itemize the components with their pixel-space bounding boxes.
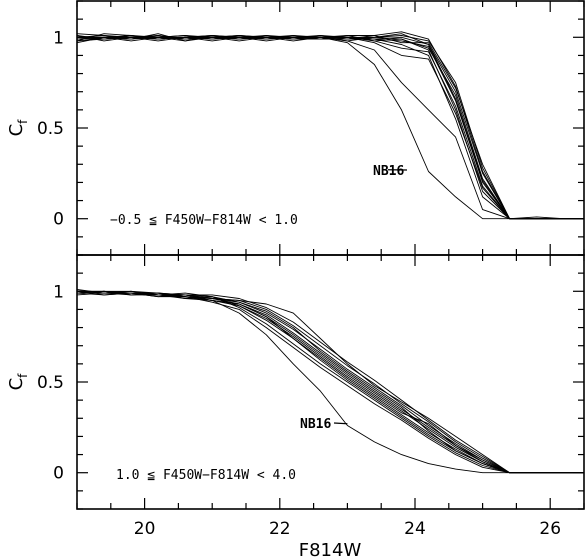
completeness-curve-3 bbox=[76, 290, 584, 474]
completeness-curve-1 bbox=[76, 290, 584, 474]
annotation-anchor bbox=[333, 422, 348, 425]
completeness-curve-1 bbox=[76, 35, 584, 220]
bottom-panel-nb16-annotation: NB16 bbox=[300, 417, 331, 432]
completeness-curve-5 bbox=[76, 33, 584, 220]
completeness-curve-9 bbox=[76, 33, 584, 220]
completeness-curve-13 bbox=[76, 35, 584, 220]
bottom-panel: 00.51 20 22 24 26 Cf NB16 1.0 ≦ F450W−F814W… bbox=[6, 254, 585, 539]
bottom-panel-color-cut-label: 1.0 ≦ F450W−F814W < 4.0 bbox=[116, 468, 296, 483]
x-tick-label: 22 bbox=[269, 519, 291, 539]
completeness-curve-8 bbox=[76, 290, 584, 474]
completeness-curve-8 bbox=[77, 35, 584, 220]
completeness-curve-10 bbox=[76, 31, 584, 220]
completeness-curve-5 bbox=[76, 292, 584, 474]
completeness-curve-6 bbox=[77, 290, 584, 474]
completeness-curve-2 bbox=[77, 290, 584, 474]
top-panel: 00.51 Cf NB16 −0.5 ≦ F450W−F814W < 1.0 bbox=[6, 0, 585, 256]
y-tick-label: 0 bbox=[53, 210, 64, 230]
completeness-curve-7 bbox=[77, 35, 584, 220]
y-tick-label: 0 bbox=[53, 464, 64, 484]
top-panel-color-cut-label: −0.5 ≦ F450W−F814W < 1.0 bbox=[110, 213, 298, 228]
completeness-curve-7 bbox=[76, 292, 584, 474]
completeness-curve-13 bbox=[76, 290, 584, 474]
bottom-panel-x-tick-labels: 20 22 24 26 bbox=[134, 519, 561, 539]
top-panel-y-tick-labels: 00.51 bbox=[37, 28, 64, 229]
completeness-curve-2 bbox=[76, 33, 584, 220]
completeness-curve-6 bbox=[76, 33, 584, 220]
completeness-curve-4 bbox=[76, 289, 584, 474]
top-panel-y-axis-label: Cf bbox=[6, 119, 30, 137]
x-tick-label: 20 bbox=[134, 519, 156, 539]
completeness-curve-12 bbox=[76, 35, 584, 220]
x-axis-label: F814W bbox=[299, 540, 362, 560]
completeness-curve-10 bbox=[76, 290, 584, 474]
top-panel-nb16-annotation: NB16 bbox=[373, 164, 404, 179]
x-tick-label: 26 bbox=[539, 519, 561, 539]
completeness-curve-11 bbox=[77, 35, 584, 220]
y-tick-label: 1 bbox=[53, 282, 64, 302]
top-panel-curves bbox=[76, 31, 584, 220]
bottom-panel-y-tick-labels: 00.51 bbox=[37, 282, 64, 483]
completeness-curve-12 bbox=[76, 290, 584, 474]
completeness-curve-11 bbox=[76, 290, 584, 474]
completeness-curve-4 bbox=[76, 35, 584, 220]
y-tick-label: 0.5 bbox=[37, 373, 64, 393]
completeness-curve-3 bbox=[76, 35, 584, 220]
x-tick-label: 24 bbox=[404, 519, 426, 539]
bottom-panel-y-axis-label: Cf bbox=[6, 373, 30, 391]
bottom-panel-curves bbox=[76, 289, 584, 474]
y-tick-label: 0.5 bbox=[37, 119, 64, 139]
y-tick-label: 1 bbox=[53, 28, 64, 48]
completeness-curve-9 bbox=[76, 290, 584, 474]
